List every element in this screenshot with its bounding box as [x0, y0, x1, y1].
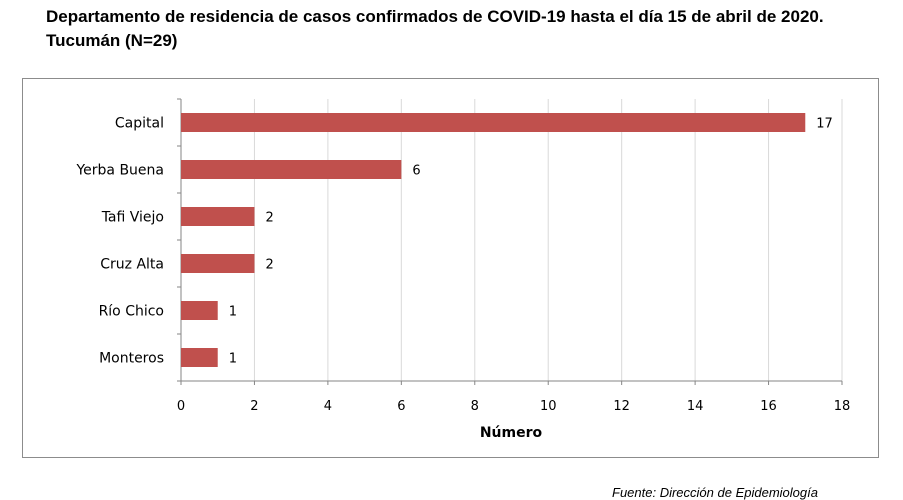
data-label: 1: [229, 305, 237, 320]
x-tick-label: 12: [613, 399, 630, 414]
chart-title: Departamento de residencia de casos conf…: [46, 7, 824, 50]
category-label: Yerba Buena: [75, 163, 164, 179]
x-tick-label: 14: [687, 399, 704, 414]
category-label: Cruz Alta: [100, 257, 164, 273]
x-tick-label: 18: [834, 399, 851, 414]
x-tick-label: 6: [397, 399, 405, 414]
x-axis-title: Número: [480, 425, 543, 441]
source-note: Fuente: Dirección de Epidemiología: [612, 485, 818, 500]
category-label: Río Chico: [99, 304, 164, 320]
bar: [181, 348, 218, 367]
chart-frame: [22, 78, 879, 458]
bar: [181, 301, 218, 320]
data-label: 1: [229, 352, 237, 367]
data-label: 17: [816, 117, 833, 132]
x-tick-label: 16: [760, 399, 777, 414]
x-tick-label: 10: [540, 399, 557, 414]
x-tick-label: 2: [250, 399, 258, 414]
bar: [181, 207, 255, 226]
data-label: 6: [412, 164, 420, 179]
data-label: 2: [265, 211, 273, 226]
bar: [181, 113, 806, 132]
x-tick-label: 4: [324, 399, 332, 414]
data-label: 2: [265, 258, 273, 273]
bar: [181, 160, 402, 179]
category-label: Monteros: [99, 351, 164, 367]
category-label: Tafi Viejo: [101, 210, 164, 226]
x-tick-label: 0: [177, 399, 185, 414]
category-label: Capital: [115, 116, 164, 132]
bar: [181, 254, 255, 273]
x-tick-label: 8: [471, 399, 479, 414]
